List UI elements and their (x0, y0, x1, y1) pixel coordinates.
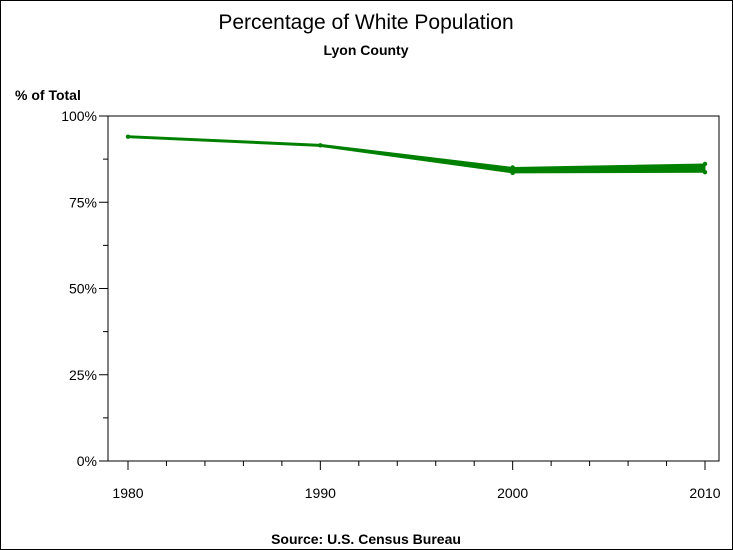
source-note: Source: U.S. Census Bureau (271, 531, 461, 547)
y-tick-label: 100% (61, 108, 97, 124)
x-tick-label: 2000 (497, 485, 528, 501)
data-point-marker (510, 165, 515, 170)
chart-subtitle: Lyon County (323, 42, 408, 58)
x-tick-label: 1990 (305, 485, 336, 501)
data-series (125, 134, 708, 176)
x-tick-label: 2010 (689, 485, 720, 501)
data-point-marker (702, 170, 708, 175)
chart-title: Percentage of White Population (218, 11, 513, 34)
y-tick-label: 25% (69, 367, 97, 383)
x-tick-label: 1980 (112, 485, 143, 501)
data-point-marker (702, 161, 708, 167)
series-line (127, 135, 706, 172)
y-tick-label: 50% (69, 281, 97, 297)
y-tick-label: 0% (77, 453, 97, 469)
y-tick-label: 75% (69, 194, 97, 210)
data-point-marker (318, 143, 323, 148)
axis-ticks: 1980 1990 2000 2010 0% 25% 50% 75% 100% (61, 108, 721, 501)
data-point-marker (125, 134, 131, 139)
data-point-marker (510, 170, 515, 176)
y-axis-label: % of Total (15, 87, 81, 103)
